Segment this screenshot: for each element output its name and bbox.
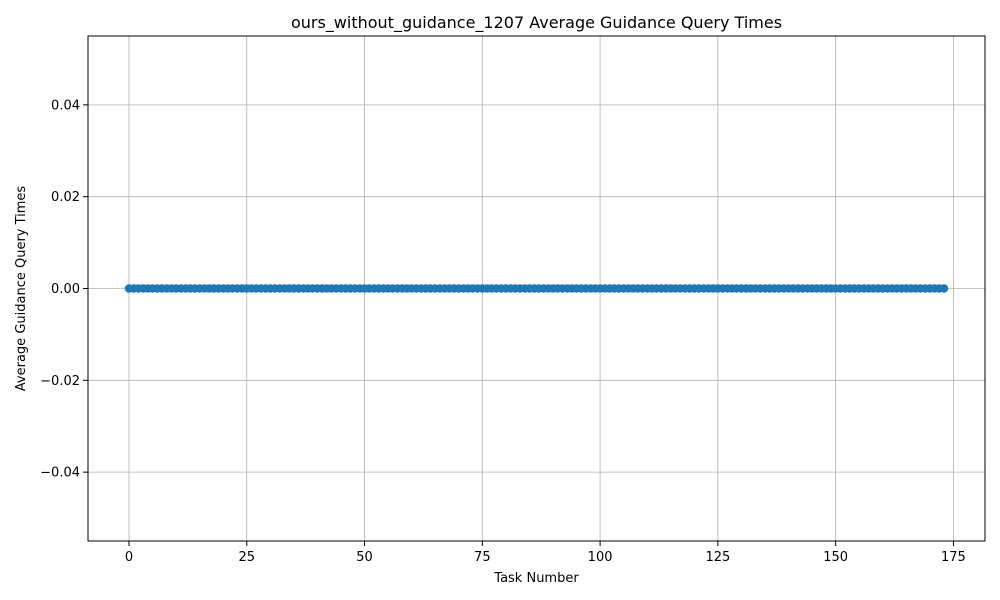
y-axis-label: Average Guidance Query Times	[14, 186, 29, 392]
y-tick-label: −0.02	[40, 374, 80, 389]
x-axis-label: Task Number	[493, 571, 579, 586]
x-tick-label: 150	[823, 550, 848, 565]
chart-title: ours_without_guidance_1207 Average Guida…	[291, 13, 782, 33]
data-point	[939, 284, 949, 293]
x-tick-label: 75	[474, 550, 491, 565]
x-tick-label: 100	[588, 550, 613, 565]
x-tick-label: 25	[238, 550, 255, 565]
series-layer	[124, 284, 949, 293]
x-tick-label: 0	[125, 550, 133, 565]
axis-ticks: 0 25 50 75 100 125 150 175 −0.04 −0.02 0.00 0.02 0.0…	[40, 98, 966, 565]
x-tick-label: 50	[356, 550, 373, 565]
y-tick-label: 0.00	[51, 282, 80, 297]
y-tick-label: 0.04	[51, 98, 80, 113]
x-tick-label: 125	[705, 550, 730, 565]
x-tick-label: 175	[941, 550, 966, 565]
y-tick-label: −0.04	[40, 466, 80, 481]
y-tick-label: 0.02	[51, 190, 80, 205]
